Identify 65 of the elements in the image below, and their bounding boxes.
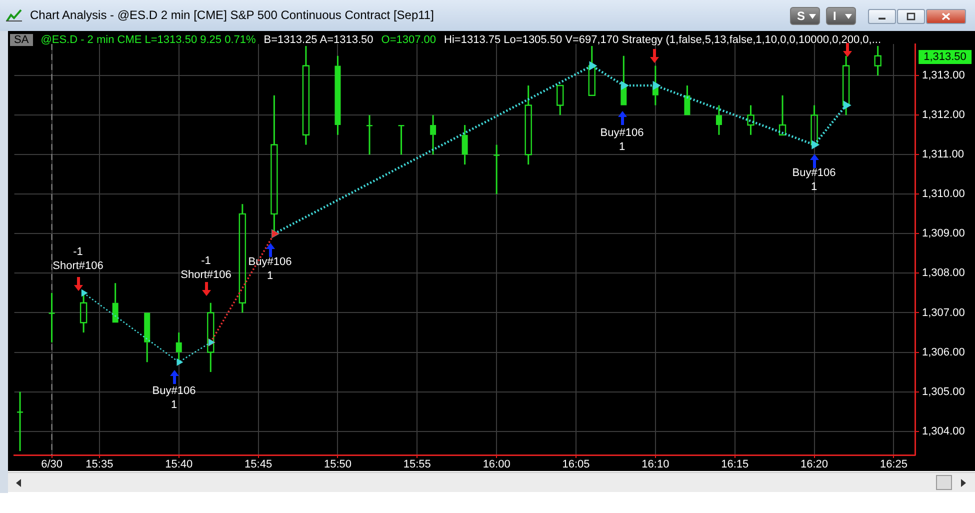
annotation: Buy#106 [792,167,836,179]
point [589,62,596,70]
point [843,102,850,110]
candlestick [874,46,882,76]
y-tick-label: 1,306.00 [922,346,965,358]
x-tick-label: 16:10 [642,458,670,471]
annotation: SA [10,34,33,46]
point [812,141,818,149]
annotation: Short#106 [52,260,104,272]
candlestick [556,84,564,116]
x-tick-label: 16:15 [721,458,749,471]
x-tick-label: 6/30 [41,458,62,471]
candlestick [144,312,150,362]
candlestick [112,283,118,323]
annotation: Buy#106 [248,256,292,268]
annotation: 1 [170,399,178,411]
candlestick [238,204,246,313]
point [621,82,628,90]
x-tick-label: 15:40 [165,458,193,471]
annotation: Short#106 [180,269,232,281]
annotation: -1 [73,246,83,258]
point [81,290,88,296]
x-tick-label: 15:55 [403,458,431,471]
y-tick-label: 1,307.00 [922,306,965,319]
annotation: Buy#106 [600,127,644,139]
chart-title: Chart Analysis - @ES.D 2 min [CME] S&P 500 Continuous Contract [Sep11] [30,8,434,22]
y-tick-label: 1,313.00 [922,70,965,82]
candlestick [462,125,468,165]
x-tick-label: 16:05 [562,458,590,471]
candlestick [302,46,310,145]
point [176,358,183,366]
annotation: Hi=1313.75 Lo=1305.50 V=697,170 Strategy (1,false,5,13,false,1,10,0,0,10000,0,200,0,... [444,34,882,46]
annotation: O=1307.00 [381,34,436,46]
y-tick-label: 1,305.00 [922,386,965,398]
annotation: Buy#106 [152,385,196,397]
x-tick-label: 16:25 [880,458,908,471]
y-tick-label: 1,311.00 [922,148,964,161]
y-tick-label: 1,304.00 [922,425,965,438]
x-tick-label: 15:45 [244,458,272,471]
text: I [833,9,836,23]
x-tick-label: 16:20 [800,458,828,471]
candlestick [334,56,341,135]
annotation: 1 [266,270,274,282]
candlestick [716,105,722,135]
x-tick-label: 16:00 [482,458,510,471]
candlestick [494,144,500,194]
y-tick-label: 1,310.00 [922,188,965,200]
annotation: @ES.D - 2 min CME L=1313.50 9.25 0.71% [40,34,256,46]
candlestick [747,105,754,135]
candlestick [48,292,55,342]
candlestick [684,85,690,116]
text: 1,313.50 [918,50,972,64]
annotation: 1 [618,141,626,153]
text: S [797,9,806,23]
point [652,82,660,90]
annotation: 1 [810,181,818,193]
annotation: -1 [201,255,211,267]
annotation: B=1313.25 A=1313.50 [264,34,374,46]
candlestick [430,115,436,155]
y-tick-label: 1,312.00 [922,109,965,122]
x-tick-label: 15:35 [86,458,114,471]
candlestick [778,95,786,136]
x-tick-label: 15:50 [324,458,352,471]
y-tick-label: 1,309.00 [922,228,965,240]
y-tick-label: 1,308.00 [922,267,965,280]
